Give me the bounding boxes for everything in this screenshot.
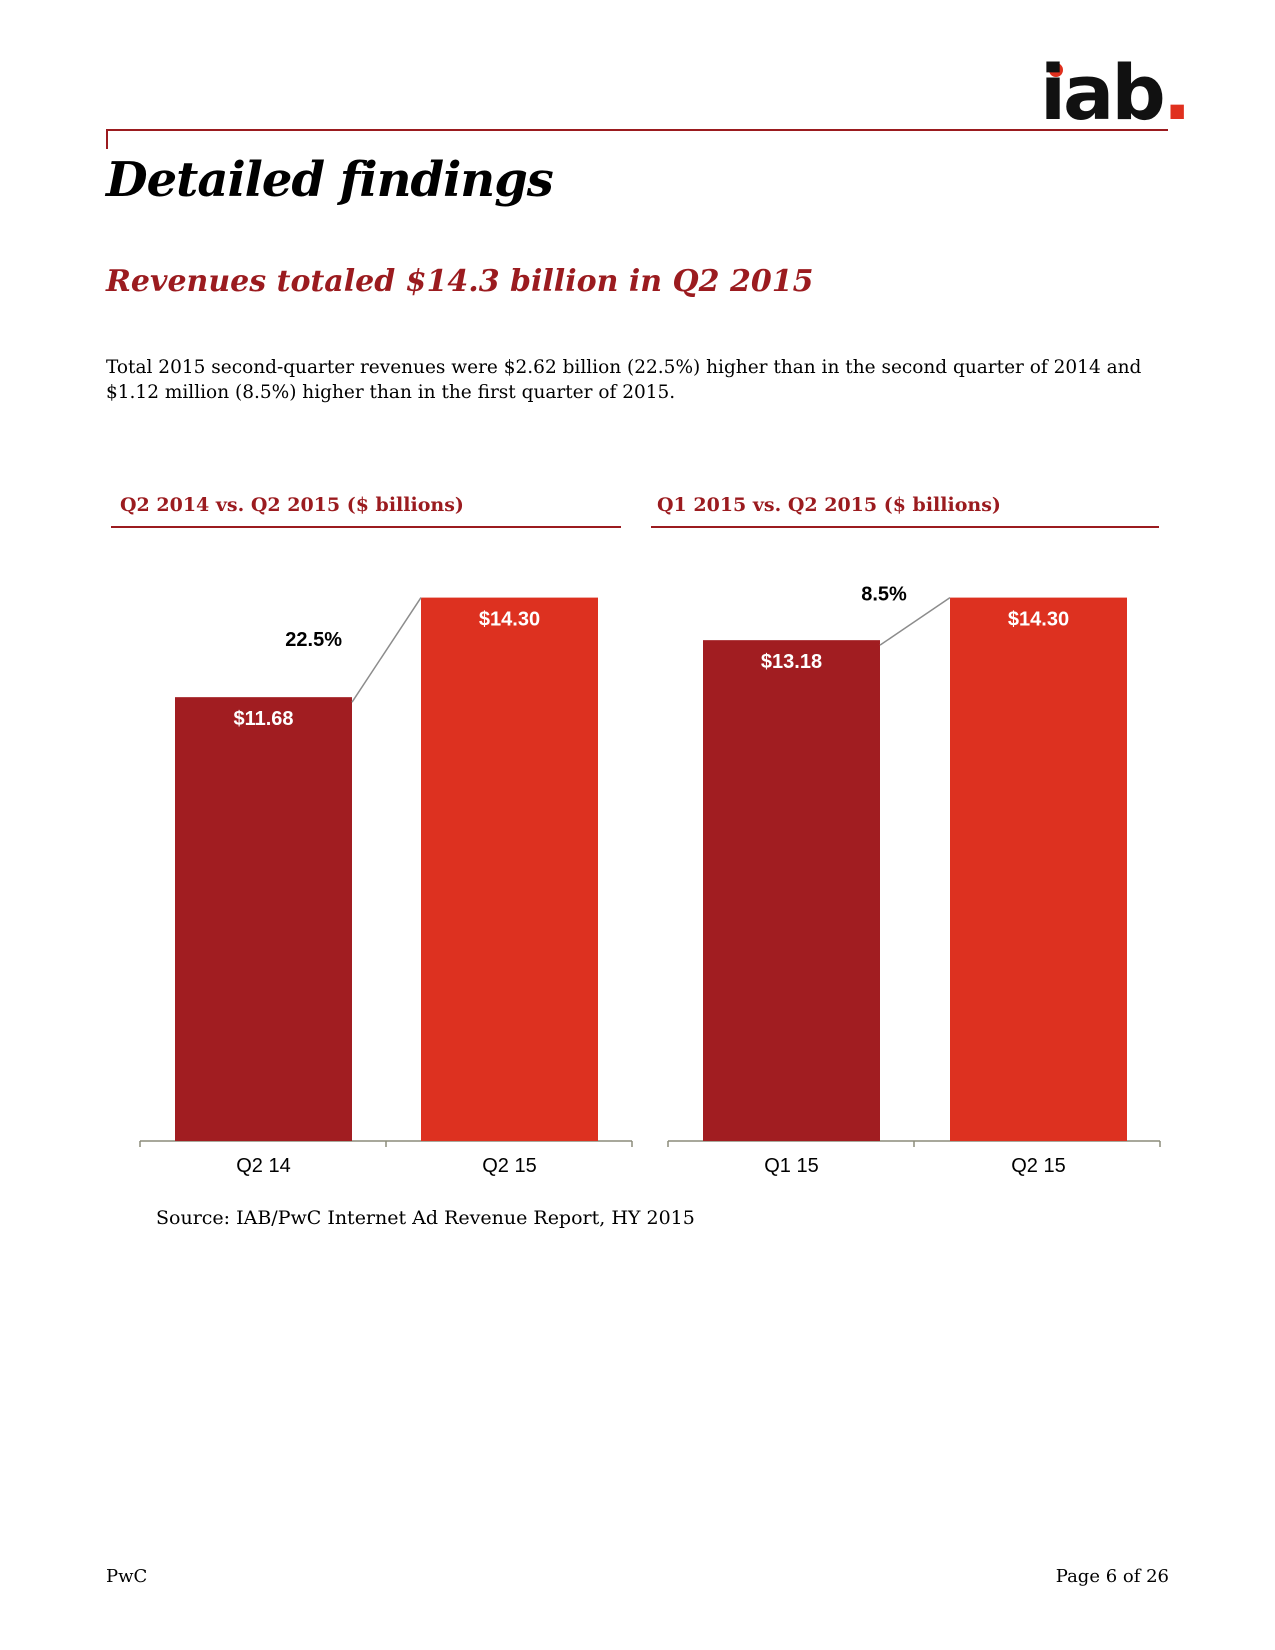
chart-2-bar-value-label: $13.18 (761, 651, 822, 673)
chart-1-bar (421, 597, 598, 1141)
chart-1-growth-connector (351, 597, 422, 703)
chart-1-title-rule (111, 526, 621, 528)
chart-2-bar (950, 597, 1127, 1141)
chart-2-title: Q1 2015 vs. Q2 2015 ($ billions) (657, 494, 1001, 516)
footer-left: PwC (106, 1566, 148, 1587)
chart-1-category-label: Q2 14 (236, 1155, 290, 1177)
chart-1-bar (175, 697, 352, 1141)
section-heading: Revenues totaled $14.3 billion in Q2 201… (106, 264, 814, 299)
chart-1-growth-label: 22.5% (285, 629, 342, 651)
chart-2-category-label: Q2 15 (1011, 1155, 1065, 1177)
chart-1-bar-value-label: $11.68 (233, 708, 293, 730)
logo-text: iab (1040, 48, 1166, 137)
body-paragraph: Total 2015 second-quarter revenues were … (106, 357, 1142, 403)
chart-2-title-rule (651, 526, 1159, 528)
chart-2-category-label: Q1 15 (764, 1155, 818, 1177)
logo-dot: . (1162, 48, 1192, 137)
header-tick (106, 129, 108, 149)
page-number: Page 6 of 26 (1055, 1566, 1169, 1587)
chart-2-bar-value-label: $14.30 (1008, 609, 1069, 631)
chart-2-growth-connector (879, 596, 951, 646)
chart-1-bar-value-label: $14.30 (479, 609, 540, 631)
page-title: Detailed findings (106, 152, 554, 208)
iab-logo: iab. (1040, 55, 1192, 131)
chart-2-bar (703, 640, 880, 1141)
chart-2-growth-label: 8.5% (861, 584, 907, 606)
chart-1-title: Q2 2014 vs. Q2 2015 ($ billions) (120, 494, 464, 516)
source-note: Source: IAB/PwC Internet Ad Revenue Repo… (156, 1207, 695, 1229)
logo-i-dot (1049, 63, 1063, 77)
chart-1-category-label: Q2 15 (482, 1155, 536, 1177)
header-rule (106, 129, 1168, 131)
